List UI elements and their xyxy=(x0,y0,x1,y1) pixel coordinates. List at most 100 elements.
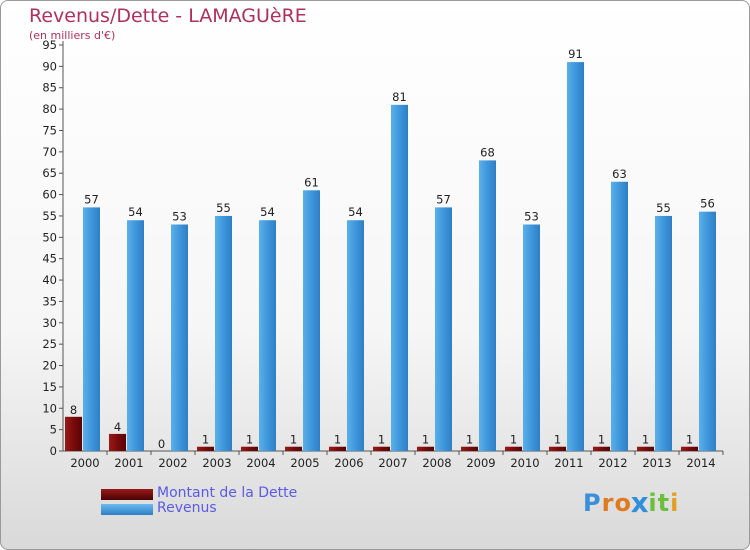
chart-title: Revenus/Dette - LAMAGUèRE xyxy=(29,5,307,27)
logo-letter: o xyxy=(614,489,632,517)
data-label-revenue: 63 xyxy=(612,167,627,181)
data-label-revenue: 53 xyxy=(524,209,539,223)
y-tick-label: 5 xyxy=(50,423,57,437)
y-tick-label: 20 xyxy=(42,359,57,373)
bar-debt xyxy=(373,446,390,451)
bar-revenue xyxy=(479,160,496,452)
y-tick-label: 70 xyxy=(42,145,57,159)
data-label-revenue: 54 xyxy=(348,205,363,219)
data-label-debt: 1 xyxy=(334,433,341,447)
data-label-debt: 1 xyxy=(378,433,385,447)
x-tick-label: 2008 xyxy=(422,456,451,470)
bar-revenue xyxy=(83,207,100,451)
bar-debt xyxy=(197,446,214,451)
x-tick-label: 2000 xyxy=(70,456,99,470)
bar-revenue xyxy=(171,224,188,451)
data-label-debt: 1 xyxy=(554,433,561,447)
x-tick-label: 2001 xyxy=(114,456,143,470)
legend-swatch-revenue xyxy=(101,504,153,515)
data-label-revenue: 55 xyxy=(216,201,231,215)
bar-debt xyxy=(417,446,434,451)
x-tick-label: 2006 xyxy=(334,456,363,470)
bar-revenue xyxy=(347,220,364,451)
data-label-debt: 1 xyxy=(598,433,605,447)
bar-debt xyxy=(329,446,346,451)
bar-revenue xyxy=(303,190,320,451)
x-tick-label: 2005 xyxy=(290,456,319,470)
data-label-revenue: 81 xyxy=(392,90,407,104)
data-label-revenue: 68 xyxy=(480,145,495,159)
x-tick-label: 2007 xyxy=(378,456,407,470)
data-label-debt: 1 xyxy=(466,433,473,447)
data-label-debt: 4 xyxy=(114,420,121,434)
data-label-revenue: 53 xyxy=(172,209,187,223)
data-label-debt: 0 xyxy=(158,437,165,451)
bar-revenue xyxy=(215,215,232,451)
data-label-debt: 1 xyxy=(642,433,649,447)
chart-bars xyxy=(65,62,716,452)
data-label-debt: 1 xyxy=(510,433,517,447)
x-tick-label: 2010 xyxy=(510,456,539,470)
x-tick-label: 2009 xyxy=(466,456,495,470)
logo-letter: i xyxy=(648,489,658,517)
logo-letter: x xyxy=(630,486,650,520)
y-tick-label: 55 xyxy=(42,209,57,223)
bar-debt xyxy=(285,446,302,451)
bar-revenue xyxy=(523,224,540,451)
y-tick-label: 75 xyxy=(42,123,57,137)
logo-letter: i xyxy=(670,489,680,517)
logo-letter: r xyxy=(601,489,615,517)
y-tick-label: 10 xyxy=(42,401,57,415)
x-tick-label: 2013 xyxy=(642,456,671,470)
logo-letter: t xyxy=(657,489,671,517)
bar-debt xyxy=(549,446,566,451)
y-tick-label: 45 xyxy=(42,252,57,266)
logo-letter: P xyxy=(583,489,602,517)
bar-revenue xyxy=(435,207,452,451)
data-label-debt: 1 xyxy=(290,433,297,447)
y-tick-label: 95 xyxy=(42,38,57,52)
bar-revenue xyxy=(259,220,276,451)
bar-revenue xyxy=(391,104,408,452)
data-label-debt: 1 xyxy=(202,433,209,447)
legend-swatch-debt xyxy=(101,489,153,500)
bar-debt xyxy=(65,416,82,451)
y-tick-label: 40 xyxy=(42,273,57,287)
bar-debt xyxy=(637,446,654,451)
chart-subtitle: (en milliers d'€) xyxy=(29,29,116,42)
y-tick-label: 30 xyxy=(42,316,57,330)
bar-revenue xyxy=(611,181,628,452)
bar-revenue xyxy=(655,215,672,451)
data-label-revenue: 91 xyxy=(568,47,583,61)
y-tick-label: 90 xyxy=(42,59,57,73)
legend-label-debt: Montant de la Dette xyxy=(157,485,298,501)
data-label-revenue: 57 xyxy=(436,192,451,206)
data-label-debt: 1 xyxy=(686,433,693,447)
x-tick-label: 2012 xyxy=(598,456,627,470)
bar-revenue xyxy=(567,62,584,452)
x-tick-label: 2014 xyxy=(686,456,715,470)
data-label-debt: 1 xyxy=(246,433,253,447)
data-label-revenue: 56 xyxy=(700,197,715,211)
bar-debt xyxy=(593,446,610,451)
x-tick-label: 2002 xyxy=(158,456,187,470)
data-label-revenue: 54 xyxy=(128,205,143,219)
x-tick-label: 2011 xyxy=(554,456,583,470)
y-tick-label: 25 xyxy=(42,337,57,351)
data-label-revenue: 57 xyxy=(84,192,99,206)
y-tick-label: 85 xyxy=(42,81,57,95)
y-tick-label: 35 xyxy=(42,294,57,308)
data-label-revenue: 55 xyxy=(656,201,671,215)
y-tick-label: 50 xyxy=(42,230,57,244)
proxiti-logo: Proxiti xyxy=(583,486,680,520)
data-label-revenue: 54 xyxy=(260,205,275,219)
data-label-revenue: 61 xyxy=(304,175,319,189)
bar-revenue xyxy=(127,220,144,451)
y-tick-label: 65 xyxy=(42,166,57,180)
data-label-debt: 8 xyxy=(70,403,77,417)
y-tick-label: 60 xyxy=(42,188,57,202)
bar-revenue xyxy=(699,211,716,451)
y-tick-label: 80 xyxy=(42,102,57,116)
y-tick-label: 0 xyxy=(50,444,57,458)
